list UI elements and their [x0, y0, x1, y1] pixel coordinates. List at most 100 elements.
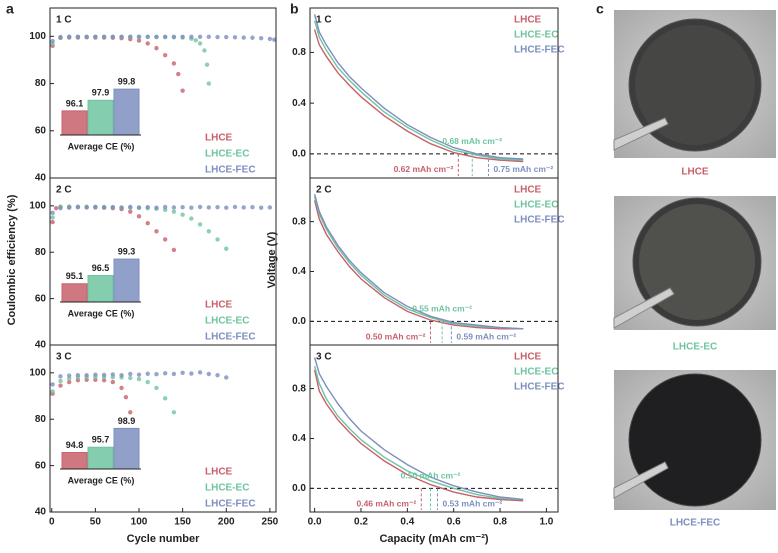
- annotation: 0.53 mAh cm⁻²: [442, 499, 502, 509]
- inset-bar: [113, 258, 140, 303]
- photo-label: LHCE-FEC: [670, 518, 721, 529]
- x-tick-label: 0.0: [308, 517, 322, 528]
- inset-label: Average CE (%): [68, 475, 135, 485]
- legend-label: LHCE: [514, 185, 542, 196]
- data-point: [128, 34, 133, 40]
- plot-area: [310, 14, 558, 163]
- subplot-title: 1 C: [316, 15, 332, 26]
- data-point: [93, 372, 98, 377]
- data-point: [197, 222, 203, 227]
- data-point: [66, 376, 72, 381]
- annotation: 0.50 mAh cm⁻²: [366, 332, 426, 342]
- data-point: [53, 205, 59, 211]
- line: [313, 357, 524, 501]
- data-point: [123, 394, 129, 400]
- x-axis-label: Cycle number: [127, 533, 200, 545]
- data-point: [50, 210, 55, 215]
- data-point: [50, 219, 55, 225]
- data-point: [162, 53, 168, 58]
- data-point: [84, 34, 89, 40]
- data-point: [154, 372, 159, 377]
- inset-value-label: 99.8: [118, 76, 136, 86]
- data-point: [136, 376, 142, 382]
- y-tick-label: 0.0: [292, 483, 306, 494]
- data-point: [206, 81, 212, 86]
- data-point: [258, 205, 264, 210]
- annotation: 0.46 mAh cm⁻²: [356, 499, 416, 509]
- inset-bar: [87, 99, 114, 136]
- annotation: 0.55 mAh cm⁻²: [412, 304, 472, 314]
- data-point: [50, 389, 55, 394]
- data-point: [66, 205, 72, 210]
- y-tick-label: 100: [29, 200, 46, 211]
- data-point: [66, 34, 72, 40]
- data-point: [136, 34, 142, 40]
- line: [313, 366, 524, 501]
- inset-label: Average CE (%): [68, 141, 135, 151]
- data-point: [162, 396, 168, 401]
- y-tick-label: 0.4: [292, 98, 306, 109]
- line: [313, 20, 524, 161]
- plot-area: [50, 370, 229, 415]
- data-point: [241, 205, 246, 210]
- data-point: [197, 370, 203, 375]
- panel-label: c: [596, 1, 604, 17]
- data-point: [101, 378, 107, 383]
- data-point: [75, 205, 81, 210]
- plot-frame: [49, 344, 277, 513]
- data-point: [154, 205, 159, 210]
- y-tick-label: 60: [35, 293, 47, 304]
- subplot-title: 2 C: [316, 185, 332, 196]
- data-point: [258, 36, 264, 41]
- y-tick-label: 40: [35, 173, 47, 184]
- line: [313, 369, 524, 502]
- legend-label: LHCE: [205, 133, 233, 144]
- data-point: [110, 372, 116, 377]
- photo-label: LHCE-EC: [673, 342, 717, 353]
- data-point: [224, 205, 229, 210]
- legend-label: LHCE-EC: [514, 367, 558, 378]
- legend-label: LHCE: [205, 300, 233, 311]
- data-point: [197, 41, 203, 46]
- data-point: [145, 34, 150, 40]
- y-tick-label: 80: [35, 247, 47, 258]
- data-point: [154, 385, 159, 391]
- legend-label: LHCE-FEC: [205, 499, 256, 510]
- data-point: [232, 204, 238, 210]
- data-point: [171, 410, 177, 415]
- data-point: [58, 378, 63, 384]
- data-point: [154, 45, 159, 51]
- annotation: 0.68 mAh cm⁻²: [442, 136, 502, 146]
- subplot-title: 3 C: [56, 352, 72, 363]
- data-point: [215, 34, 220, 40]
- data-point: [189, 34, 194, 40]
- y-tick-label: 0.4: [292, 433, 306, 444]
- inset-bar: [61, 452, 88, 470]
- y-tick-label: 0.0: [292, 149, 306, 160]
- data-point: [128, 204, 133, 210]
- data-point: [180, 88, 185, 93]
- data-point: [171, 209, 177, 214]
- y-tick-label: 0.8: [292, 216, 306, 227]
- data-point: [128, 375, 133, 381]
- photo-label: LHCE: [681, 167, 709, 178]
- photo: [613, 196, 776, 330]
- data-point: [110, 205, 116, 210]
- legend-label: LHCE-EC: [205, 149, 249, 160]
- x-tick-label: 0: [49, 517, 55, 528]
- inset-bar: [87, 275, 114, 303]
- data-point: [145, 41, 150, 46]
- data-point: [267, 36, 273, 42]
- data-point: [128, 410, 133, 415]
- y-tick-label: 60: [35, 460, 47, 471]
- legend-label: LHCE-FEC: [514, 215, 565, 226]
- data-point: [119, 372, 124, 378]
- data-point: [241, 35, 246, 40]
- subplot-title: 2 C: [56, 185, 72, 196]
- data-point: [189, 371, 194, 376]
- subplot-title: 3 C: [316, 352, 332, 363]
- inset-bar: [61, 110, 88, 136]
- data-point: [272, 37, 276, 42]
- data-point: [58, 34, 63, 40]
- data-point: [189, 205, 194, 210]
